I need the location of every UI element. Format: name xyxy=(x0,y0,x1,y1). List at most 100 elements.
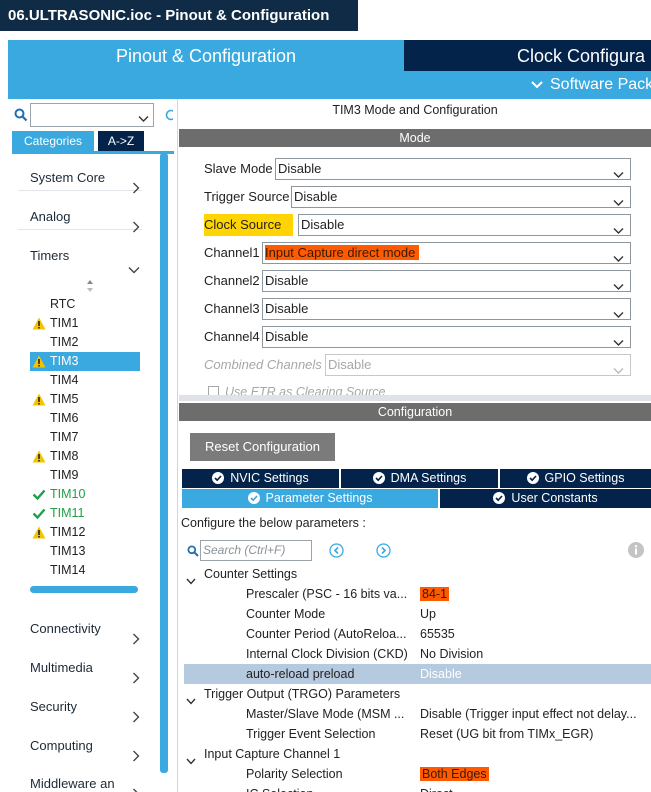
tab-label: NVIC Settings xyxy=(230,471,309,485)
channel3-row: Channel3 Disable xyxy=(204,298,631,320)
channel3-select[interactable]: Disable xyxy=(262,298,631,320)
group-input-capture-channel-1[interactable]: Input Capture Channel 1 xyxy=(179,744,651,765)
timer-item-tim11[interactable]: TIM11 xyxy=(30,504,140,523)
categories-panel: Categories A->Z System Core Analog Timer… xyxy=(8,99,178,792)
parameter-search-input[interactable]: Search (Ctrl+F) xyxy=(200,540,312,561)
timer-item-tim8[interactable]: TIM8 xyxy=(30,447,140,466)
param-value[interactable]: Disable (Trigger input effect not delay.… xyxy=(420,707,637,721)
timer-item-rtc[interactable]: RTC xyxy=(30,295,140,314)
clock-source-select[interactable]: Disable xyxy=(298,214,631,236)
tab-clock-configuration[interactable]: Clock Configura xyxy=(517,46,646,66)
mode-section: Slave Mode Disable Trigger Source Disabl… xyxy=(179,147,651,395)
timer-item-tim6[interactable]: TIM6 xyxy=(30,409,140,428)
category-middleware[interactable]: Middleware an xyxy=(18,765,142,792)
timer-item-tim14[interactable]: TIM14 xyxy=(30,561,140,580)
gear-icon[interactable] xyxy=(163,109,177,124)
chevron-down-icon xyxy=(613,361,624,375)
parameter-toolbar: Search (Ctrl+F) xyxy=(179,539,651,563)
timer-item-tim2[interactable]: TIM2 xyxy=(30,333,140,352)
timer-item-tim9[interactable]: TIM9 xyxy=(30,466,140,485)
channel2-select[interactable]: Disable xyxy=(262,270,631,292)
chevron-down-icon[interactable] xyxy=(138,111,149,126)
channel1-label: Channel1 xyxy=(204,245,260,260)
timer-item-tim1[interactable]: TIM1 xyxy=(30,314,140,333)
param-master-slave-mode[interactable]: Master/Slave Mode (MSM ... Disable (Trig… xyxy=(179,704,651,724)
channel1-select[interactable]: Input Capture direct mode xyxy=(262,242,631,264)
software-packs-menu[interactable]: Software Pack xyxy=(404,71,651,99)
timer-item-tim10[interactable]: TIM10 xyxy=(30,485,140,504)
timer-label: TIM11 xyxy=(50,506,85,520)
param-polarity-selection[interactable]: Polarity Selection Both Edges xyxy=(179,764,651,784)
checkbox-icon xyxy=(208,386,219,395)
category-timers[interactable]: Timers xyxy=(18,237,142,274)
category-search-input[interactable] xyxy=(30,103,154,127)
title-bar: 06.ULTRASONIC.ioc - Pinout & Configurati… xyxy=(0,0,651,31)
param-value[interactable]: Direct xyxy=(420,784,651,792)
tab-dma-settings[interactable]: DMA Settings xyxy=(341,469,498,488)
param-value[interactable]: Both Edges xyxy=(420,764,651,784)
tab-categories[interactable]: Categories xyxy=(12,131,94,151)
param-label: IC Selection xyxy=(246,784,416,792)
slave-mode-select[interactable]: Disable xyxy=(275,158,631,180)
timer-item-tim7[interactable]: TIM7 xyxy=(30,428,140,447)
section-divider[interactable] xyxy=(179,395,651,401)
category-system-core[interactable]: System Core xyxy=(18,159,142,194)
param-value[interactable]: 84-1 xyxy=(420,584,651,604)
timer-label: TIM13 xyxy=(50,544,86,558)
timer-item-tim13[interactable]: TIM13 xyxy=(30,542,140,561)
chevron-right-icon xyxy=(132,700,140,738)
categories-scrollbar[interactable] xyxy=(160,153,168,773)
param-counter-mode[interactable]: Counter Mode Up xyxy=(179,604,651,624)
timer-list-scrollbar[interactable] xyxy=(30,586,138,593)
chevron-down-icon xyxy=(613,277,624,291)
param-value[interactable]: Reset (UG bit from TIMx_EGR) xyxy=(420,727,594,741)
tim3-config-panel: TIM3 Mode and Configuration Mode Slave M… xyxy=(179,99,651,792)
param-prescaler[interactable]: Prescaler (PSC - 16 bits va... 84-1 xyxy=(179,584,651,604)
search-previous-icon[interactable] xyxy=(329,543,344,561)
param-value[interactable]: No Division xyxy=(420,647,484,661)
param-value[interactable]: Disable xyxy=(420,667,462,681)
tab-a-to-z[interactable]: A->Z xyxy=(98,131,144,151)
search-next-icon[interactable] xyxy=(376,543,391,561)
category-connectivity[interactable]: Connectivity xyxy=(18,610,142,645)
param-trigger-event-selection[interactable]: Trigger Event Selection Reset (UG bit fr… xyxy=(179,724,651,744)
category-computing[interactable]: Computing xyxy=(18,727,142,762)
category-security[interactable]: Security xyxy=(18,688,142,723)
slave-mode-row: Slave Mode Disable xyxy=(204,158,631,180)
channel4-select[interactable]: Disable xyxy=(262,326,631,348)
tab-user-constants[interactable]: User Constants xyxy=(440,489,651,508)
tab-label: DMA Settings xyxy=(390,471,467,485)
param-counter-period[interactable]: Counter Period (AutoReloa... 65535 xyxy=(179,624,651,644)
timer-label: TIM1 xyxy=(50,316,79,330)
select-value: Disable xyxy=(328,357,372,372)
info-icon[interactable] xyxy=(628,542,644,561)
tab-nvic-settings[interactable]: NVIC Settings xyxy=(182,469,339,488)
param-label: Prescaler (PSC - 16 bits va... xyxy=(246,587,408,601)
group-label: Input Capture Channel 1 xyxy=(204,747,341,761)
param-value[interactable]: 65535 xyxy=(420,627,455,641)
group-trgo-parameters[interactable]: Trigger Output (TRGO) Parameters xyxy=(179,684,651,705)
tab-gpio-settings[interactable]: GPIO Settings xyxy=(500,469,651,488)
timer-item-tim4[interactable]: TIM4 xyxy=(30,371,140,390)
tab-pinout-configuration[interactable]: Pinout & Configuration xyxy=(8,40,404,99)
timer-item-tim5[interactable]: TIM5 xyxy=(30,390,140,409)
timer-label: TIM9 xyxy=(50,468,79,482)
chevron-down-icon xyxy=(613,249,624,263)
sort-icon[interactable] xyxy=(86,279,94,296)
param-value[interactable]: Up xyxy=(420,607,436,621)
tab-parameter-settings[interactable]: Parameter Settings xyxy=(182,489,438,508)
reset-configuration-button[interactable]: Reset Configuration xyxy=(190,433,335,461)
timer-item-tim12[interactable]: TIM12 xyxy=(30,523,140,542)
trigger-source-select[interactable]: Disable xyxy=(291,186,631,208)
channel4-label: Channel4 xyxy=(204,329,260,344)
param-ic-selection[interactable]: IC Selection Direct xyxy=(179,784,651,792)
group-counter-settings[interactable]: Counter Settings xyxy=(179,564,651,585)
param-auto-reload-preload[interactable]: auto-reload preload Disable xyxy=(184,664,651,684)
timer-label: RTC xyxy=(50,297,76,311)
timer-item-tim3[interactable]: TIM3 xyxy=(30,352,140,371)
select-value: Disable xyxy=(301,217,345,232)
category-multimedia[interactable]: Multimedia xyxy=(18,649,142,684)
category-analog[interactable]: Analog xyxy=(18,198,142,233)
param-clock-division[interactable]: Internal Clock Division (CKD) No Divisio… xyxy=(179,644,651,664)
trigger-source-label: Trigger Source xyxy=(204,189,290,204)
